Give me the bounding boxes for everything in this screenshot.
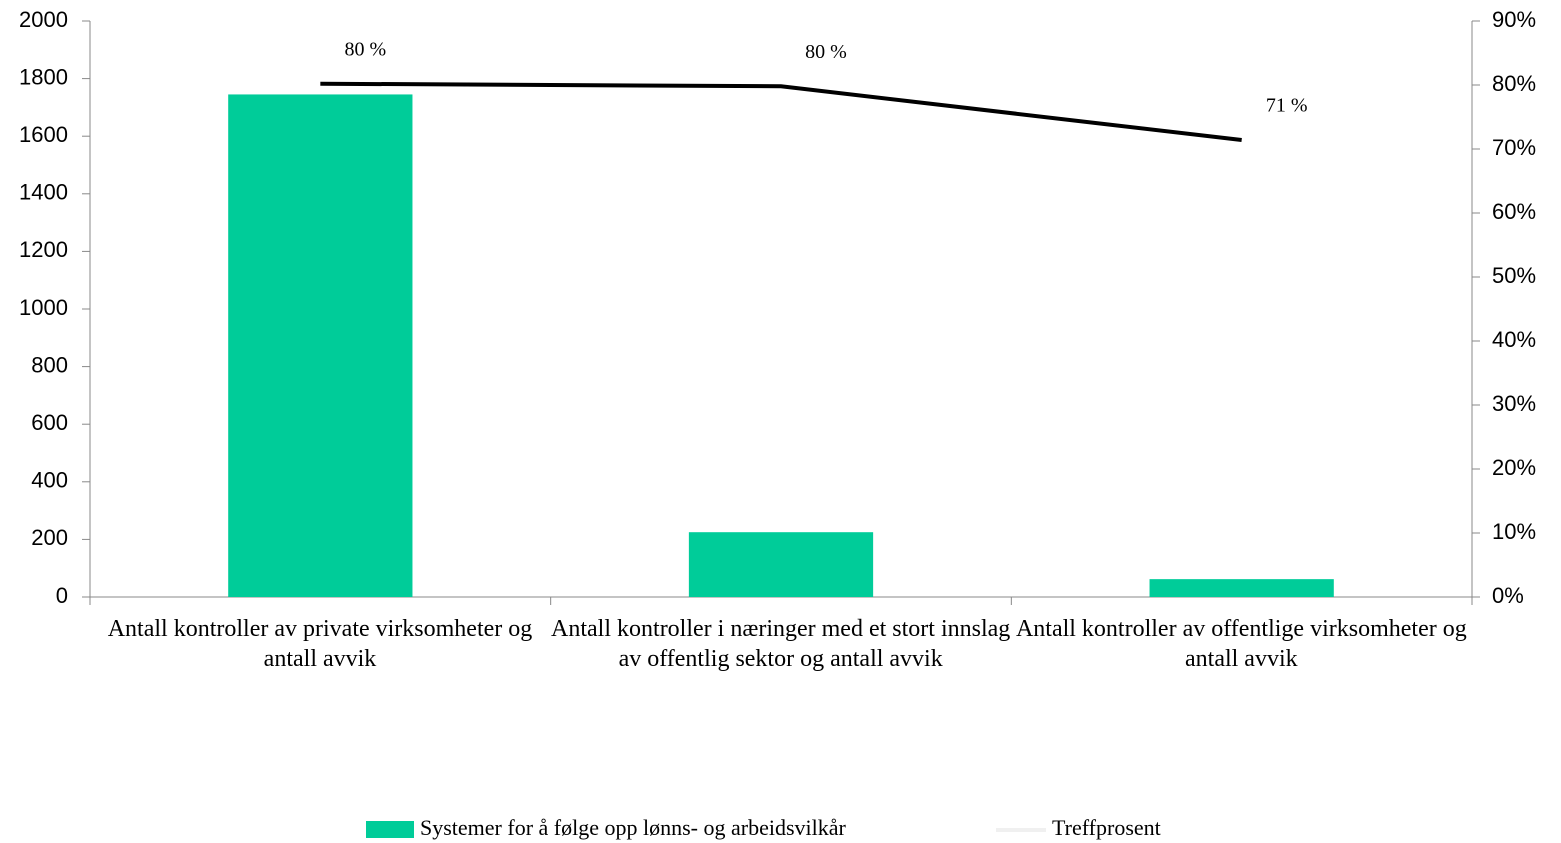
y-tick-label: 1200 [19,237,68,262]
y-tick-label: 1600 [19,122,68,147]
bar [228,94,413,597]
y-tick-label: 1000 [19,295,68,320]
legend-label: Treffprosent [1052,815,1161,840]
y2-tick-label: 0% [1492,583,1524,608]
y2-tick-label: 40% [1492,327,1536,352]
data-label: 80 % [344,38,386,60]
y2-tick-label: 80% [1492,71,1536,96]
y-tick-label: 1400 [19,180,68,205]
line [320,81,1242,143]
y2-tick-label: 20% [1492,455,1536,480]
y-tick-label: 400 [31,468,68,493]
x-tick-label: Antall kontroller av offentlige virksomh… [1015,616,1467,672]
data-label: 80 % [805,41,847,63]
y-tick-label: 0 [56,583,68,608]
bar [688,532,874,597]
y-tick-label: 2000 [19,7,68,32]
y2-tick-label: 90% [1492,7,1536,32]
legend-swatch-bar [366,821,414,838]
bar [1149,579,1334,597]
x-tick-label: Antall kontroller i næringer med et stor… [551,616,1011,672]
y2-tick-label: 30% [1492,391,1536,416]
y2-tick-label: 60% [1492,199,1536,224]
x-tick-label: Antall kontroller av private virksomhete… [107,616,533,672]
data-label: 71 % [1266,95,1308,117]
y2-tick-label: 10% [1492,519,1536,544]
y-tick-label: 600 [31,410,68,435]
y2-tick-label: 50% [1492,263,1536,288]
y2-tick-label: 70% [1492,135,1536,160]
y-tick-label: 1800 [19,64,68,89]
y-tick-label: 800 [31,352,68,377]
legend-label: Systemer for å følge opp lønns- og arbei… [420,815,847,840]
y-tick-label: 200 [31,525,68,550]
